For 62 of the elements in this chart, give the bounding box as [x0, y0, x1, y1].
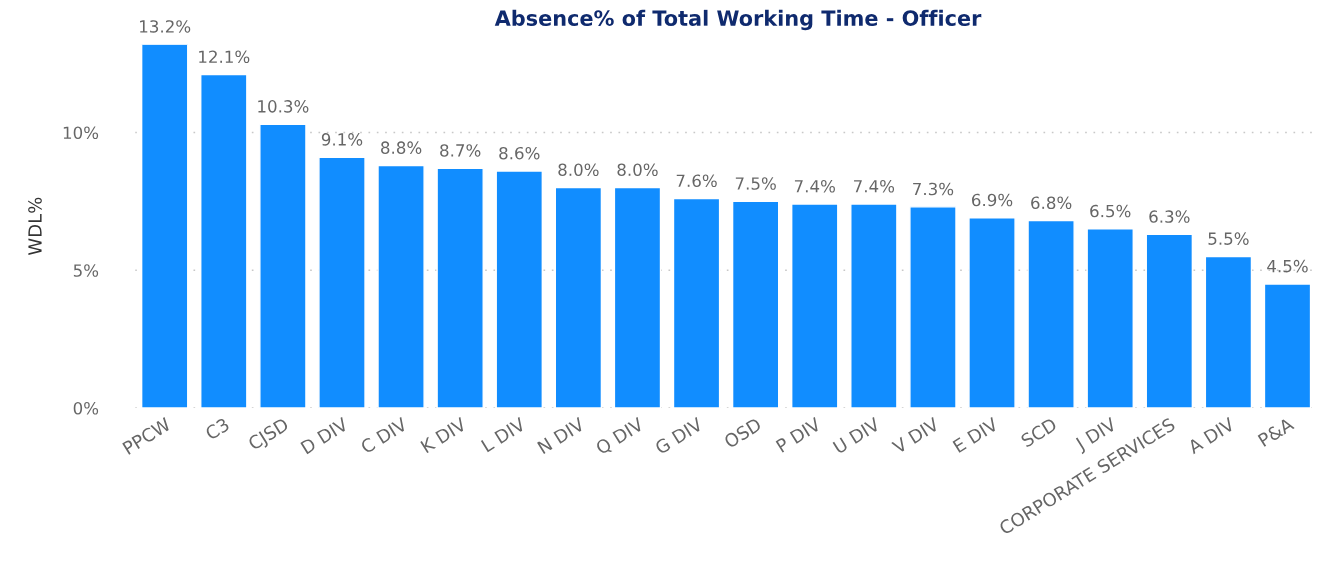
- data-label: 7.4%: [794, 179, 835, 193]
- data-label: 8.6%: [499, 146, 540, 160]
- x-tick-label: C3: [204, 417, 230, 441]
- bar: [495, 170, 544, 409]
- x-tick-label: Q DIV: [594, 416, 646, 457]
- data-label: 10.3%: [258, 100, 309, 113]
- x-tick-label: C DIV: [359, 416, 409, 455]
- data-label: 7.4%: [854, 179, 895, 193]
- data-label: 13.2%: [140, 20, 191, 33]
- data-label: 7.5%: [735, 177, 776, 190]
- bar: [318, 156, 366, 409]
- x-tick-label: P DIV: [775, 416, 822, 453]
- x-tick-label: E DIV: [952, 416, 1000, 453]
- bar: [140, 44, 189, 409]
- bar: [436, 167, 484, 409]
- data-label: 6.3%: [1149, 210, 1190, 223]
- data-label: 6.8%: [1031, 196, 1072, 210]
- bar: [1086, 228, 1134, 409]
- x-tick-label: CJSD: [247, 417, 292, 454]
- x-tick-label: U DIV: [832, 416, 882, 455]
- bar: [672, 197, 721, 409]
- bar: [1145, 233, 1194, 409]
- data-label: 8.7%: [440, 144, 481, 157]
- bar: [1263, 283, 1312, 409]
- data-label: 6.5%: [1090, 204, 1131, 218]
- data-label: 8.8%: [381, 141, 422, 154]
- x-tick-label: A DIV: [1186, 416, 1236, 455]
- bar: [1204, 255, 1253, 409]
- y-tick-label: 10%: [63, 126, 99, 140]
- bar: [259, 123, 307, 409]
- data-label: 6.9%: [972, 193, 1013, 207]
- y-tick-label: 0%: [73, 401, 99, 415]
- bar: [909, 206, 957, 409]
- x-tick-label: G DIV: [654, 416, 704, 455]
- bar: [200, 73, 248, 409]
- x-tick-label: OSD: [723, 417, 763, 449]
- chart-title: Absence% of Total Working Time - Officer: [494, 9, 982, 31]
- x-tick-label: N DIV: [537, 416, 586, 454]
- bar: [554, 186, 603, 409]
- data-label: 4.5%: [1267, 259, 1308, 273]
- x-tick-label: D DIV: [300, 416, 350, 455]
- bar: [850, 203, 898, 409]
- data-label: 8.0%: [558, 163, 599, 177]
- bar: [968, 217, 1016, 409]
- data-label: 8.0%: [617, 163, 658, 177]
- data-label: 7.6%: [676, 174, 717, 188]
- data-label: 12.1%: [199, 50, 250, 64]
- data-label: 7.3%: [913, 182, 954, 196]
- x-tick-label: SCD: [1020, 417, 1058, 448]
- bar: [731, 200, 780, 409]
- y-axis-title: WDL%: [28, 197, 42, 256]
- data-label: 9.1%: [321, 133, 363, 146]
- bar: [613, 186, 662, 409]
- bar: [377, 164, 425, 409]
- y-tick-label: 5%: [73, 264, 99, 277]
- data-label: 5.5%: [1208, 232, 1249, 245]
- x-tick-label: P&A: [1257, 416, 1295, 448]
- x-tick-label: K DIV: [420, 416, 468, 454]
- bar: [791, 203, 839, 409]
- x-tick-label: L DIV: [480, 416, 527, 453]
- bar: [1027, 219, 1075, 409]
- x-tick-label: V DIV: [891, 416, 941, 455]
